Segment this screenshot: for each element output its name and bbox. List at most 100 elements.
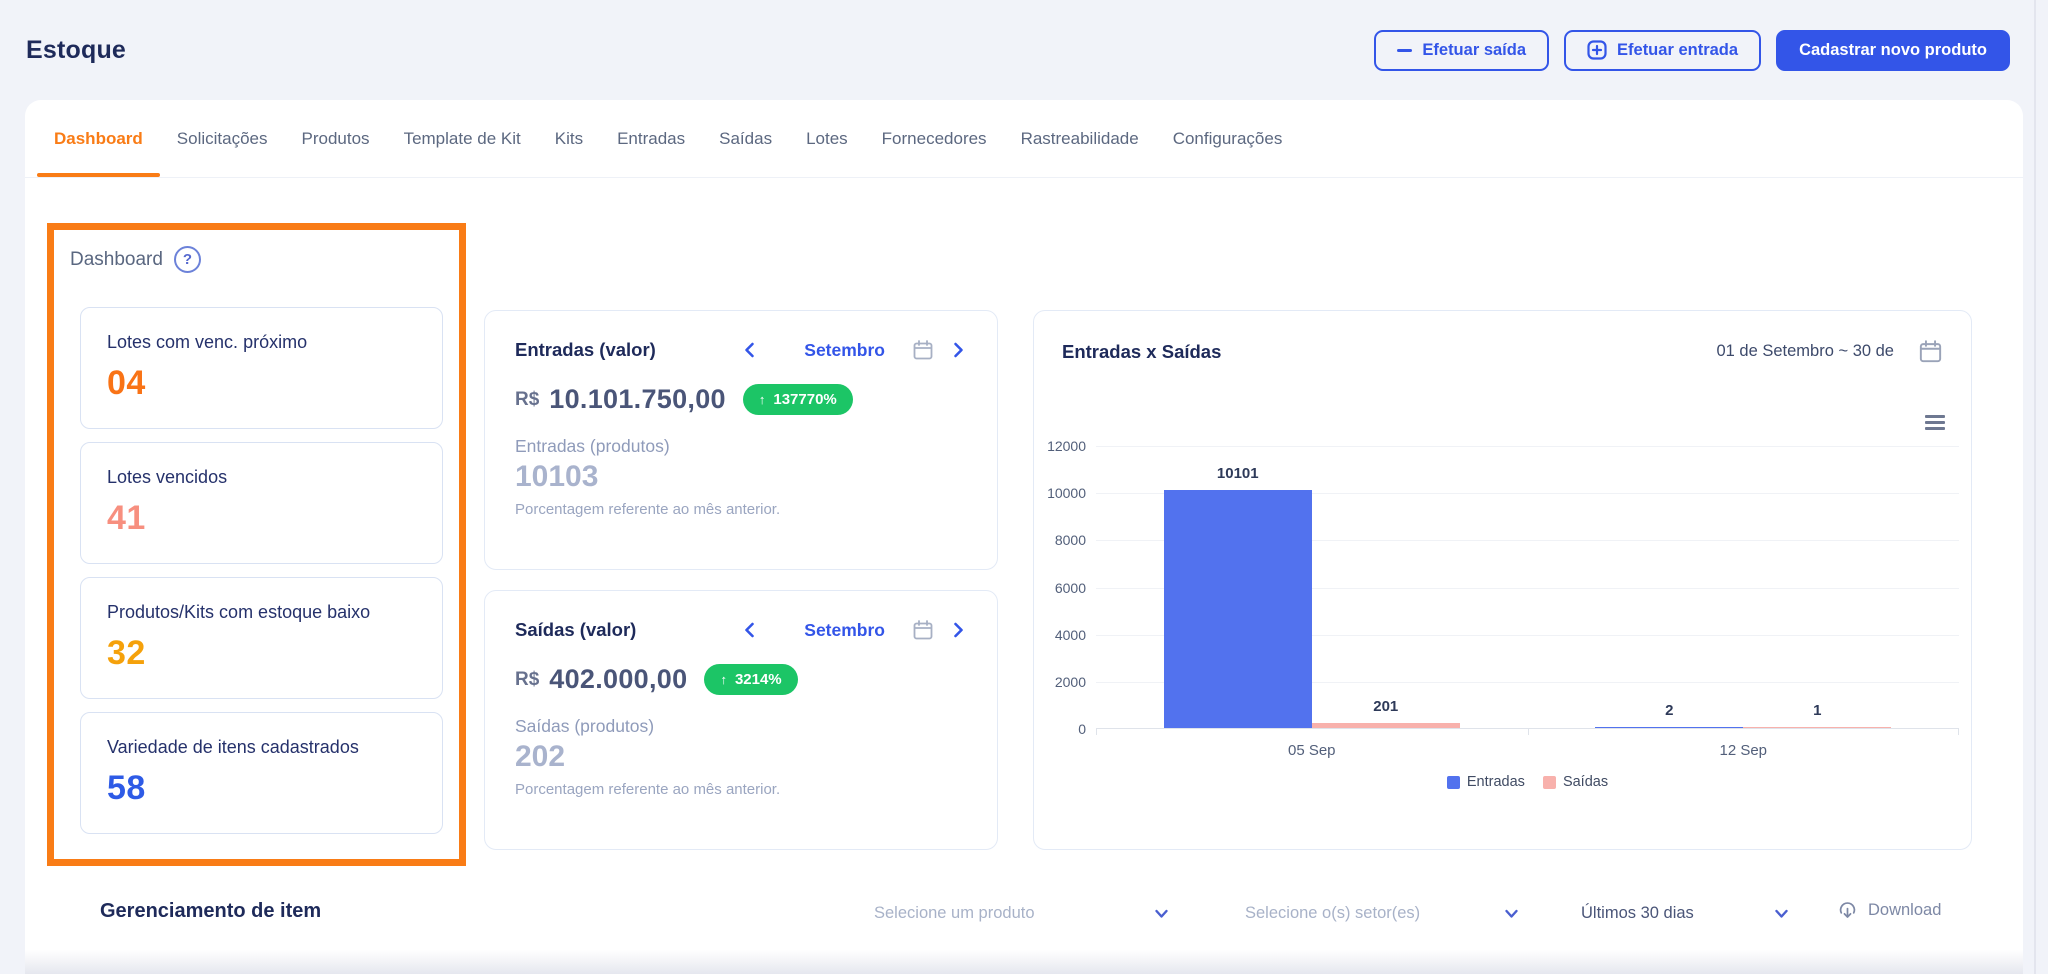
gridline xyxy=(1096,446,1959,447)
download-button[interactable]: Download xyxy=(1837,900,1941,921)
x-axis-label: 05 Sep xyxy=(1287,742,1336,759)
bar-saídas-05-sep[interactable] xyxy=(1311,723,1460,728)
tab-saidas[interactable]: Saídas xyxy=(719,128,773,148)
legend-item-entradas[interactable]: Entradas xyxy=(1446,774,1525,790)
chevron-down-icon[interactable] xyxy=(1503,905,1520,927)
stat-card-variedade-itens: Variedade de itens cadastrados 58 xyxy=(80,712,443,834)
entradas-produtos-label: Entradas (produtos) xyxy=(515,436,670,456)
tab-entradas[interactable]: Entradas xyxy=(617,128,686,148)
tab-solicitacoes[interactable]: Solicitações xyxy=(176,128,268,148)
entradas-valor-card: Entradas (valor) Setembro xyxy=(484,310,998,570)
calendar-icon[interactable] xyxy=(912,339,934,361)
tab-dashboard[interactable]: Dashboard xyxy=(37,100,160,177)
entradas-value-row: R$ 10.101.750,00 ↑ 137770% xyxy=(515,384,967,415)
chevron-down-icon[interactable] xyxy=(1153,905,1170,927)
saidas-growth-badge: ↑ 3214% xyxy=(704,664,798,695)
dashboard-panel-heading: Dashboard ? xyxy=(70,246,459,273)
stat-value: 32 xyxy=(107,634,146,672)
x-axis-label: 12 Sep xyxy=(1719,742,1768,759)
download-label: Download xyxy=(1868,901,1942,919)
gridline xyxy=(1096,681,1959,683)
y-axis-tick-label: 2000 xyxy=(1054,673,1086,690)
legend-label: Saídas xyxy=(1562,774,1609,790)
chevron-left-icon[interactable] xyxy=(741,621,759,639)
legend-item-saídas[interactable]: Saídas xyxy=(1542,774,1609,790)
efetuar-entrada-button[interactable]: Efetuar entrada xyxy=(1564,29,1762,71)
y-axis-tick-label: 12000 xyxy=(1047,438,1086,454)
legend-swatch xyxy=(1446,775,1460,789)
top-bar: Estoque Efetuar saída Efetuar entrada Ca… xyxy=(26,0,2010,100)
gridline xyxy=(1096,493,1959,495)
entradas-produtos-value: 10103 xyxy=(515,460,599,493)
dashboard-panel-title: Dashboard xyxy=(70,248,163,270)
y-axis-tick-label: 6000 xyxy=(1054,579,1086,596)
y-axis-tick-label: 8000 xyxy=(1054,532,1086,549)
stat-label: Lotes com venc. próximo xyxy=(107,332,308,352)
tab-template-de-kit[interactable]: Template de Kit xyxy=(403,128,521,148)
entradas-growth-value: 137770% xyxy=(773,391,837,408)
saidas-value: 402.000,00 xyxy=(549,664,688,694)
chevron-right-icon[interactable] xyxy=(949,341,967,359)
currency-prefix: R$ xyxy=(515,388,540,410)
chart-legend: Entradas Saídas xyxy=(1096,774,1959,790)
y-axis-tick-label: 4000 xyxy=(1054,626,1086,643)
bar-entradas-12-sep[interactable] xyxy=(1595,727,1744,728)
y-axis-tick-label: 10000 xyxy=(1047,485,1086,502)
entradas-x-saidas-chart-card: Entradas x Saídas 01 de Setembro ~ 30 de… xyxy=(1033,310,1972,850)
legend-label: Entradas xyxy=(1466,774,1525,790)
saidas-growth-value: 3214% xyxy=(734,671,782,688)
arrow-up-icon: ↑ xyxy=(758,392,766,407)
calendar-icon[interactable] xyxy=(1918,339,1943,364)
bar-entradas-05-sep[interactable] xyxy=(1163,489,1312,728)
tab-kits[interactable]: Kits xyxy=(554,128,584,148)
chevron-left-icon[interactable] xyxy=(741,341,759,359)
entradas-card-title: Entradas (valor) xyxy=(515,339,656,360)
chevron-right-icon[interactable] xyxy=(949,621,967,639)
saidas-value-row: R$ 402.000,00 ↑ 3214% xyxy=(515,664,967,695)
saidas-produtos-label: Saídas (produtos) xyxy=(515,716,655,736)
chevron-down-icon[interactable] xyxy=(1773,905,1790,927)
stat-card-list: Lotes com venc. próximo 04 Lotes vencido… xyxy=(80,307,459,834)
tab-rastreabilidade[interactable]: Rastreabilidade xyxy=(1020,128,1139,148)
y-axis-tick-label: 0 xyxy=(1078,721,1086,737)
efetuar-saida-button[interactable]: Efetuar saída xyxy=(1374,29,1550,71)
page-title: Estoque xyxy=(26,35,127,64)
calendar-icon[interactable] xyxy=(912,619,934,641)
sector-select[interactable]: Selecione o(s) setor(es) xyxy=(1245,904,1421,922)
saidas-produtos-value: 202 xyxy=(515,740,566,773)
scrollbar-track[interactable] xyxy=(2034,0,2036,974)
saidas-month-label[interactable]: Setembro xyxy=(804,619,885,640)
item-management-bar: Gerenciamento de item Selecione um produ… xyxy=(25,888,2023,974)
dashboard-summary-panel-highlight: Dashboard ? Lotes com venc. próximo 04 L… xyxy=(47,223,466,866)
tab-lotes[interactable]: Lotes xyxy=(806,128,848,148)
tab-produtos[interactable]: Produtos xyxy=(301,128,370,148)
minus-icon xyxy=(1397,48,1413,52)
cadastrar-novo-produto-button[interactable]: Cadastrar novo produto xyxy=(1776,29,2010,71)
bar-saídas-12-sep[interactable] xyxy=(1743,727,1892,728)
saidas-valor-card: Saídas (valor) Setembro xyxy=(484,590,998,850)
stat-value: 41 xyxy=(107,499,146,537)
chart-menu-icon[interactable] xyxy=(1925,415,1945,430)
entradas-value: 10.101.750,00 xyxy=(549,384,726,414)
product-select[interactable]: Selecione um produto xyxy=(874,904,1035,922)
tab-bar: Dashboard Solicitações Produtos Template… xyxy=(25,100,2023,178)
x-axis-tick xyxy=(1527,728,1529,735)
chart-date-range[interactable]: 01 de Setembro ~ 30 de xyxy=(1716,342,1894,360)
bar-value-label: 10101 xyxy=(1216,464,1259,482)
tab-configuracoes[interactable]: Configurações xyxy=(1172,128,1283,148)
gridline xyxy=(1096,587,1959,589)
stat-card-lotes-vencidos: Lotes vencidos 41 xyxy=(80,442,443,564)
arrow-up-icon: ↑ xyxy=(720,672,727,687)
efetuar-entrada-label: Efetuar entrada xyxy=(1617,40,1739,59)
entradas-growth-badge: ↑ 137770% xyxy=(742,384,853,415)
stat-label: Lotes vencidos xyxy=(107,467,228,487)
tab-fornecedores[interactable]: Fornecedores xyxy=(881,128,987,148)
period-select[interactable]: Últimos 30 dias xyxy=(1581,904,1694,922)
help-icon[interactable]: ? xyxy=(173,246,201,273)
saidas-month-nav: Setembro xyxy=(741,619,967,641)
stat-label: Variedade de itens cadastrados xyxy=(107,737,359,757)
entradas-month-label[interactable]: Setembro xyxy=(804,339,885,360)
efetuar-saida-label: Efetuar saída xyxy=(1422,40,1527,59)
bar-value-label: 2 xyxy=(1665,702,1674,719)
